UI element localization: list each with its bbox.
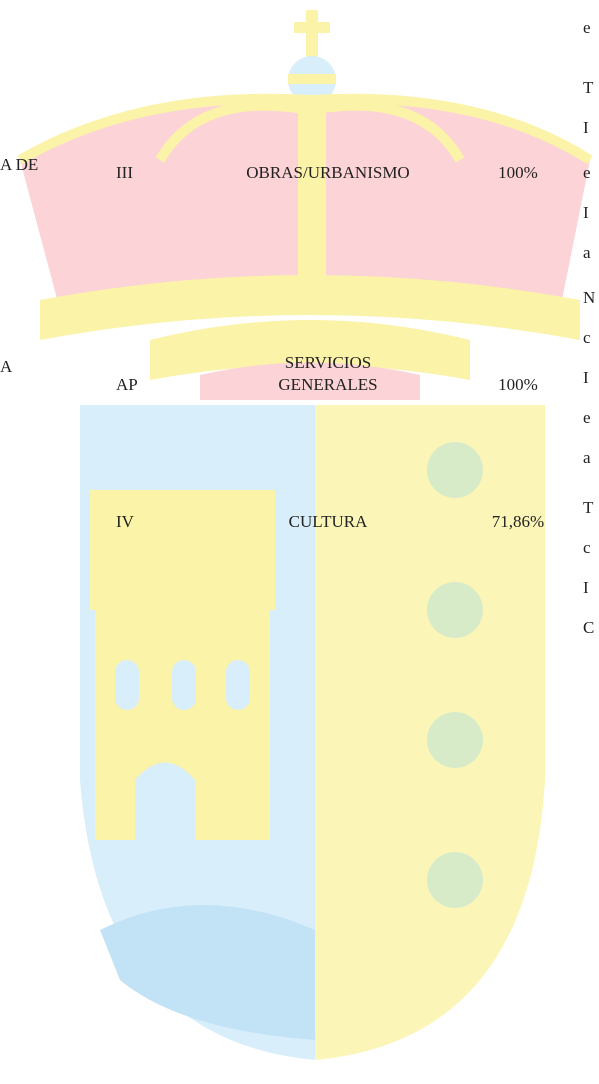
clipped-text: c [583, 538, 591, 557]
table-cell: IV [116, 512, 134, 531]
table-cell: CULTURA [288, 512, 368, 531]
table-cell: OBRAS/URBANISMO [246, 163, 410, 182]
clipped-text: N [583, 288, 596, 307]
clipped-text: I [583, 118, 589, 137]
clipped-text: C [583, 618, 595, 637]
clipped-text: c [583, 328, 591, 347]
table-cell: III [116, 163, 133, 182]
clipped-text: I [583, 578, 589, 597]
table-cell: 100% [498, 163, 538, 182]
clipped-text: A [0, 357, 13, 376]
clipped-text: T [583, 498, 594, 517]
clipped-text: e [583, 408, 591, 427]
table-cell: SERVICIOS GENERALES [278, 353, 378, 394]
table-cell: AP [116, 375, 138, 394]
clipped-text: a [583, 448, 591, 467]
clipped-text: e [583, 18, 591, 37]
clipped-text: e [583, 163, 591, 182]
clipped-text: A DE [0, 155, 39, 174]
clipped-text: a [583, 243, 591, 262]
table-cell: 71,86% [491, 512, 545, 531]
clipped-text: T [583, 78, 594, 97]
clipped-text: I [583, 368, 589, 387]
clipped-text: I [583, 203, 589, 222]
table-cell: 100% [498, 375, 538, 394]
